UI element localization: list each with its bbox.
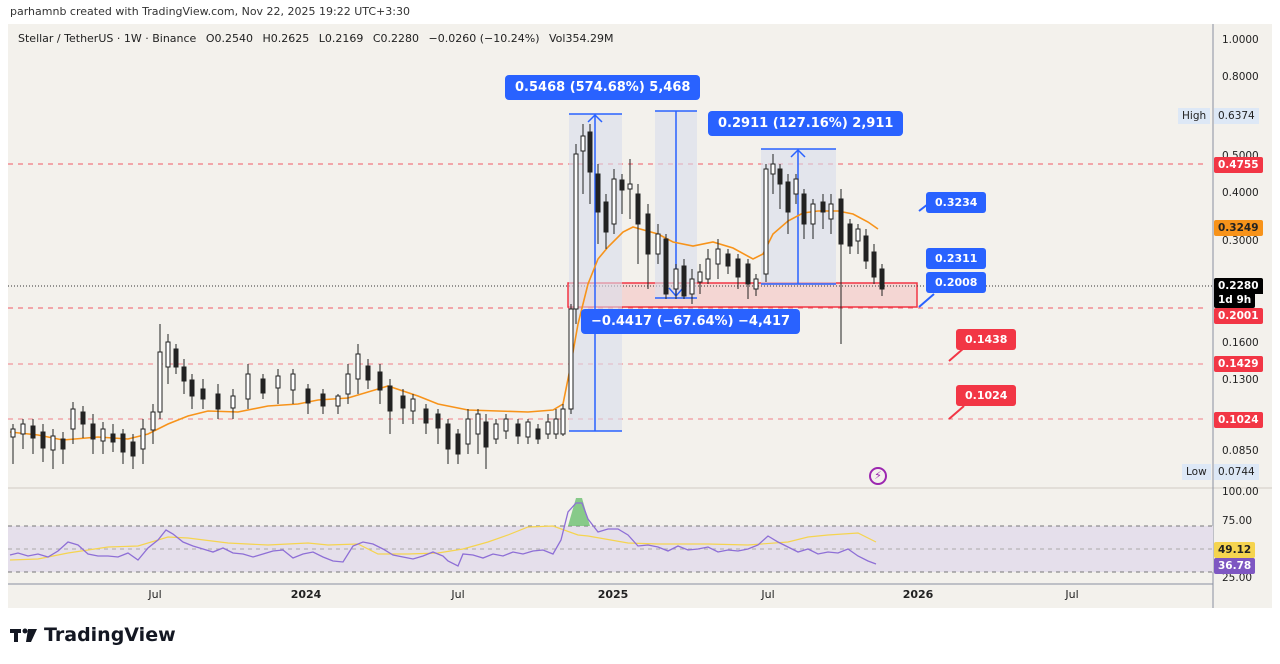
time-tick: Jul [451,588,465,601]
measure-label-down1[interactable]: −0.4417 (−67.64%) −4,417 [581,309,801,334]
time-tick: Jul [761,588,775,601]
level-tag: 0.2001 [1214,308,1263,324]
svg-text:0.0850: 0.0850 [1222,445,1259,457]
svg-text:0.4000: 0.4000 [1222,187,1259,199]
price-note[interactable]: 0.1024 [956,385,1017,406]
ohlc-close: C0.2280 [372,32,420,45]
symbol-name[interactable]: Stellar / TetherUS · 1W · Binance [18,32,197,45]
current-price-tag: 0.2280 [1214,278,1263,294]
countdown-tag: 1d 9h [1214,292,1256,308]
measure-label-up2[interactable]: 0.2911 (127.16%) 2,911 [708,111,904,136]
svg-text:75.00: 75.00 [1222,515,1252,527]
ma-value-tag: 0.3249 [1214,220,1263,236]
time-tick: Jul [1065,588,1079,601]
price-note[interactable]: 0.2311 [926,248,987,269]
level-tag: 0.1429 [1214,356,1263,372]
tradingview-logo-icon [10,628,37,642]
svg-text:100.00: 100.00 [1222,486,1259,498]
ohlc-high: H0.2625 [262,32,310,45]
time-tick: 2026 [902,588,934,601]
support-zone [567,282,918,308]
ohlc-change: −0.0260 (−10.24%) [428,32,540,45]
time-tick: 2024 [290,588,322,601]
chart-canvas[interactable]: 1.0000 0.8000 0.5000 0.4000 0.3000 0.160… [8,24,1272,608]
price-note[interactable]: 0.1438 [956,329,1017,350]
low-label: Low [1182,464,1211,480]
symbol-legend: Stellar / TetherUS · 1W · Binance O0.254… [18,32,619,45]
price-note[interactable]: 0.3234 [926,192,987,213]
low-value: 0.0744 [1214,464,1259,480]
price-note[interactable]: 0.2008 [926,272,987,293]
svg-text:0.8000: 0.8000 [1222,71,1259,83]
high-value: 0.6374 [1214,108,1259,124]
level-tag: 0.1024 [1214,412,1263,428]
lightning-event-icon[interactable]: ⚡ [869,467,887,485]
ohlc-low: L0.2169 [318,32,364,45]
level-tag: 0.4755 [1214,157,1263,173]
high-label: High [1178,108,1211,124]
svg-text:25.00: 25.00 [1222,572,1252,584]
svg-text:0.1600: 0.1600 [1222,337,1259,349]
volume: Vol354.29M [549,32,614,45]
brand-text: TradingView [44,624,176,646]
svg-text:0.1300: 0.1300 [1222,374,1259,386]
rsi-value-tag: 36.78 [1214,558,1256,574]
rsi-ma-tag: 49.12 [1214,542,1256,558]
tradingview-logo[interactable]: TradingView [10,624,176,646]
svg-text:0.3000: 0.3000 [1222,235,1259,247]
chart-frame[interactable]: 1.0000 0.8000 0.5000 0.4000 0.3000 0.160… [8,24,1272,608]
measure-label-up1[interactable]: 0.5468 (574.68%) 5,468 [505,75,701,100]
chart-credit: parhamnb created with TradingView.com, N… [10,5,410,18]
price-tick: 1.0000 [1222,34,1259,46]
time-tick: Jul [148,588,162,601]
ohlc-open: O0.2540 [205,32,253,45]
candles [10,124,885,469]
time-tick: 2025 [597,588,629,601]
